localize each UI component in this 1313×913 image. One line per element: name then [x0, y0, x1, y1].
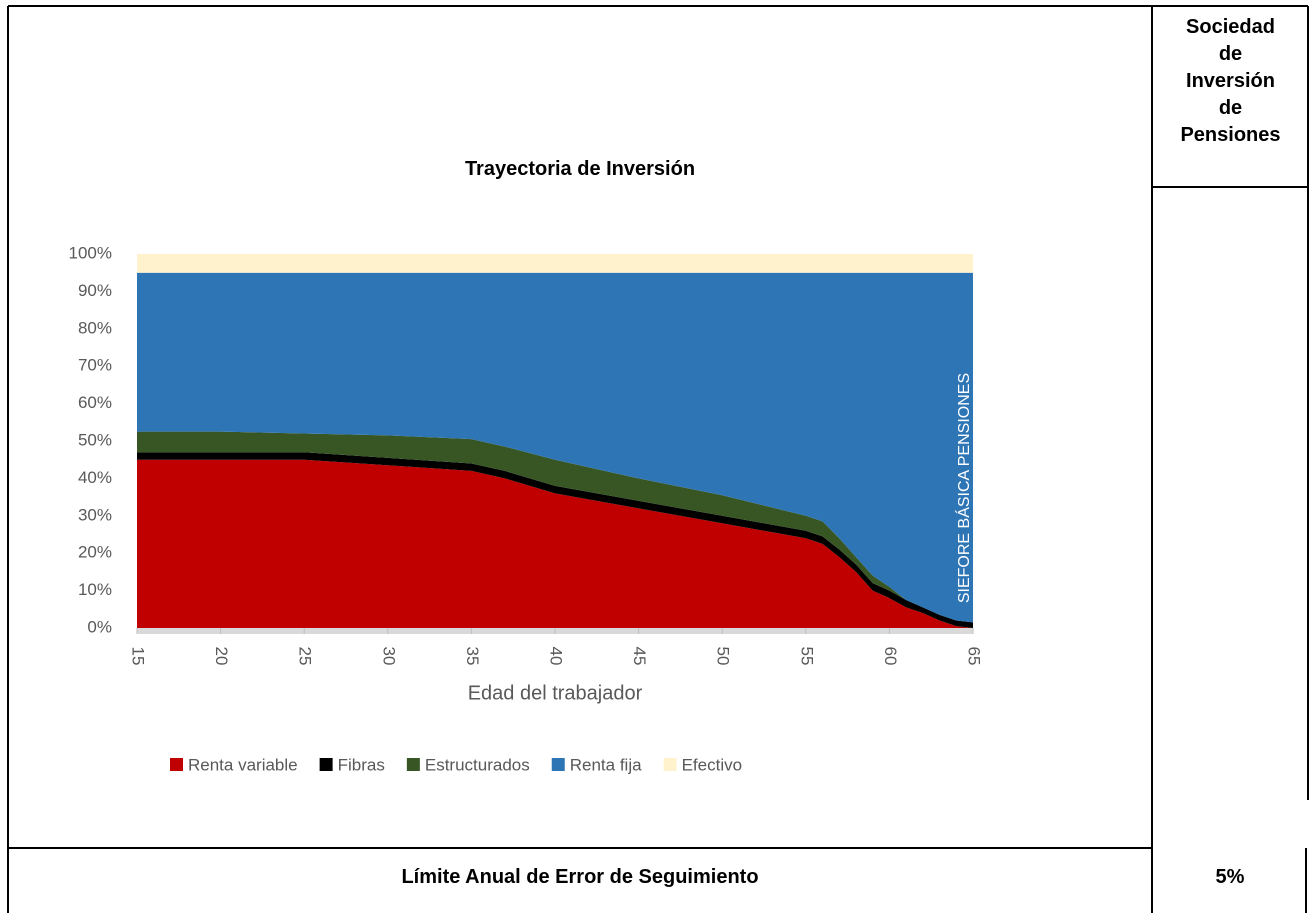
- x-tick-label: 25: [296, 647, 315, 666]
- legend-swatch: [319, 758, 333, 771]
- x-tick-label: 20: [212, 647, 231, 666]
- side-header: Sociedad de Inversión de Pensiones: [1180, 16, 1281, 146]
- footer-label: Límite Anual de Error de Seguimiento: [401, 866, 759, 888]
- y-tick-label: 90%: [78, 281, 112, 300]
- legend-label: Fibras: [338, 755, 385, 774]
- table-borders: [7, 5, 1309, 913]
- y-tick-label: 50%: [78, 430, 112, 449]
- x-tick-label: 30: [379, 647, 398, 666]
- x-tick-label: 50: [714, 647, 733, 666]
- x-tick-label: 40: [547, 647, 566, 666]
- y-tick-label: 70%: [78, 356, 112, 375]
- y-tick-label: 10%: [78, 580, 112, 599]
- legend-label: Efectivo: [682, 755, 742, 774]
- legend-swatch: [170, 758, 183, 771]
- x-tick-label: 55: [797, 647, 816, 666]
- legend-label: Renta fija: [570, 755, 642, 774]
- area: [137, 254, 973, 273]
- footer-value: 5%: [1215, 866, 1245, 888]
- legend-label: Estructurados: [425, 755, 530, 774]
- y-tick-label: 60%: [78, 393, 112, 412]
- y-tick-label: 30%: [78, 505, 112, 524]
- legend-label: Renta variable: [188, 755, 298, 774]
- legend-swatch: [551, 758, 565, 771]
- x-axis-label: Edad del trabajador: [468, 682, 643, 704]
- area: [137, 272, 973, 623]
- area: [137, 431, 973, 623]
- x-tick-label: 15: [129, 647, 148, 666]
- x-tick-label: 35: [463, 647, 482, 666]
- y-tick-label: 20%: [78, 543, 112, 562]
- y-tick-label: 40%: [78, 468, 112, 487]
- legend-swatch: [663, 758, 677, 771]
- area: [137, 459, 973, 628]
- y-tick-label: 0%: [87, 617, 112, 636]
- annotation: SIEFORE BÁSICA PENSIONES: [954, 373, 973, 603]
- x-tick-label: 65: [965, 647, 984, 666]
- x-tick-label: 60: [881, 647, 900, 666]
- y-tick-label: 100%: [69, 243, 112, 262]
- x-tick-label: 45: [630, 647, 649, 666]
- area: [137, 452, 973, 628]
- y-tick-label: 80%: [78, 318, 112, 337]
- chart-header: Trayectoria de Inversión: [464, 158, 696, 180]
- legend-swatch: [406, 758, 420, 771]
